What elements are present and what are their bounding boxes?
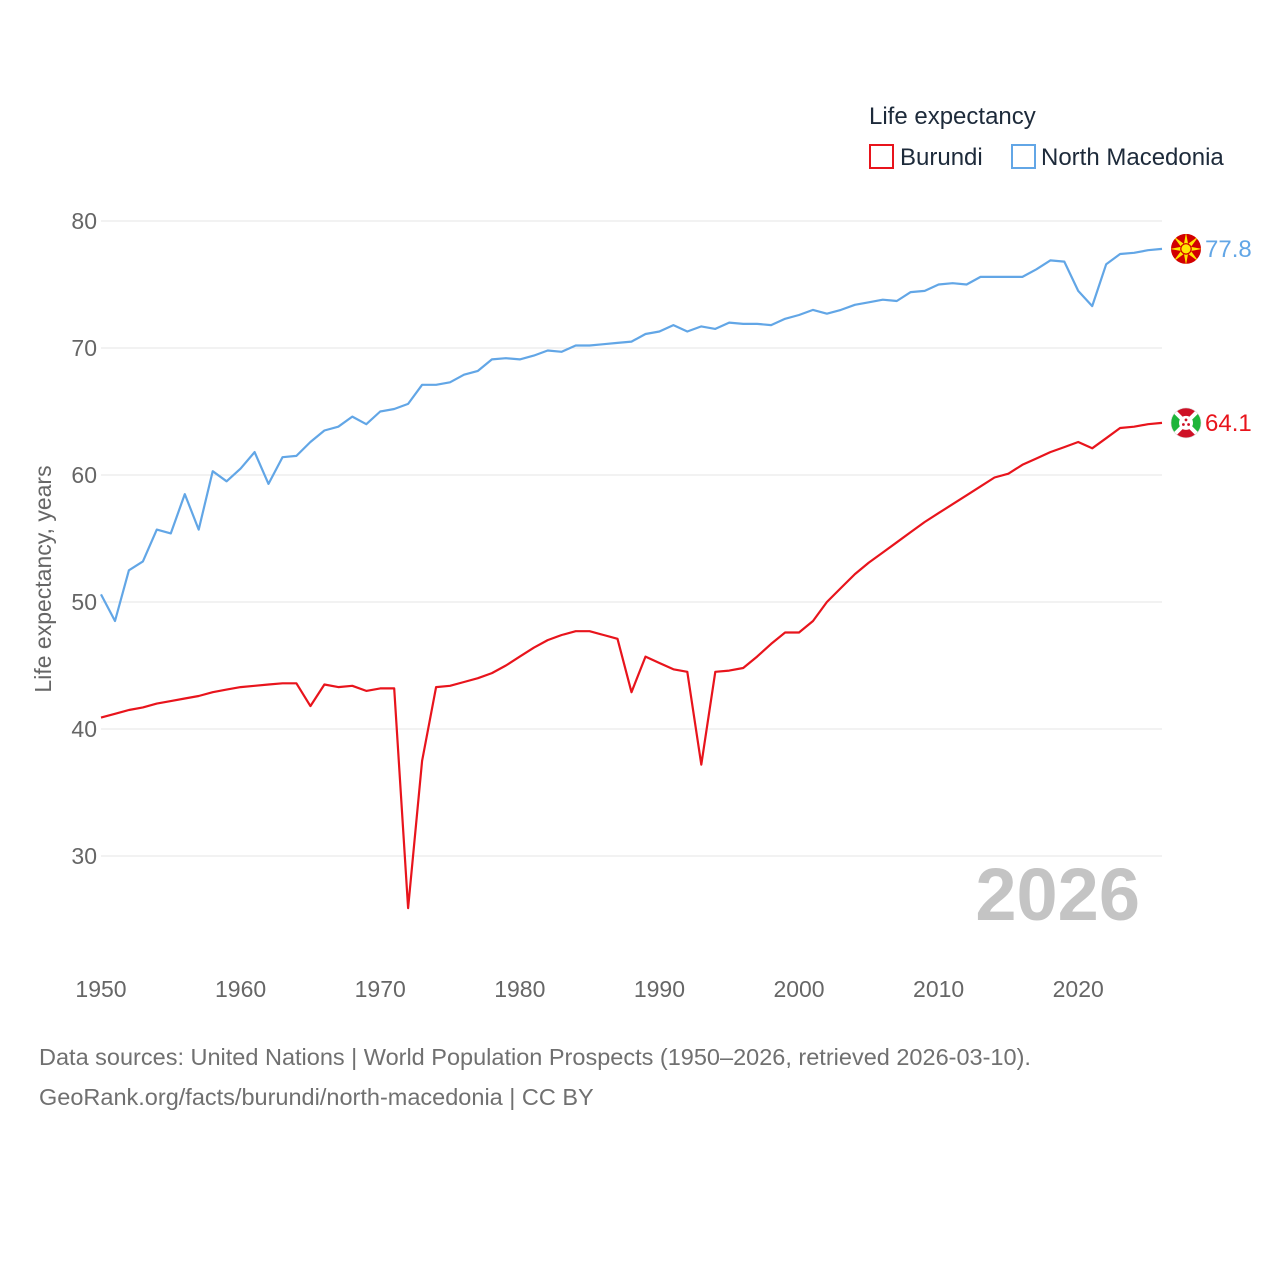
x-tick-label: 1980	[494, 976, 545, 1002]
legend-swatch-north-macedonia[interactable]	[1011, 144, 1036, 169]
x-tick-label: 1960	[215, 976, 266, 1002]
x-tick-label: 2000	[773, 976, 824, 1002]
y-tick-label: 50	[71, 589, 97, 615]
x-tick-label: 1990	[634, 976, 685, 1002]
x-tick-label: 1970	[355, 976, 406, 1002]
series-line-north-macedonia[interactable]	[100, 247, 1163, 623]
end-value-label-north-macedonia: 77.8	[1205, 236, 1252, 263]
x-tick-label: 1950	[75, 976, 126, 1002]
series-lines	[100, 247, 1163, 910]
legend: Life expectancy Burundi North Macedonia	[869, 103, 1224, 171]
y-axis-ticks: 30 40 50 60 70 80	[71, 208, 97, 869]
legend-title: Life expectancy	[869, 103, 1036, 130]
y-tick-label: 40	[71, 716, 97, 742]
y-tick-label: 60	[71, 462, 97, 488]
y-tick-label: 70	[71, 335, 97, 361]
life-expectancy-chart: Life expectancy Burundi North Macedonia …	[30, 103, 1252, 1002]
x-tick-label: 2020	[1053, 976, 1104, 1002]
grid-lines	[101, 220, 1162, 857]
burundi-flag-icon	[1170, 407, 1202, 439]
x-tick-label: 2010	[913, 976, 964, 1002]
y-axis-label: Life expectancy, years	[30, 465, 56, 692]
x-axis-ticks: 1950 1960 1970 1980 1990 2000 2010 2020	[75, 976, 1103, 1002]
y-tick-label: 80	[71, 208, 97, 234]
legend-swatch-burundi[interactable]	[869, 144, 894, 169]
series-line-burundi[interactable]	[100, 421, 1163, 910]
legend-label-burundi[interactable]: Burundi	[900, 144, 983, 171]
end-value-label-burundi: 64.1	[1205, 410, 1252, 437]
north-macedonia-flag-icon	[1171, 233, 1201, 264]
legend-label-north-macedonia[interactable]: North Macedonia	[1041, 144, 1224, 171]
credit-link-text[interactable]: GeoRank.org/facts/burundi/north-macedoni…	[39, 1084, 594, 1110]
data-source-text: Data sources: United Nations | World Pop…	[39, 1044, 1031, 1070]
y-tick-label: 30	[71, 843, 97, 869]
year-watermark: 2026	[975, 853, 1140, 936]
